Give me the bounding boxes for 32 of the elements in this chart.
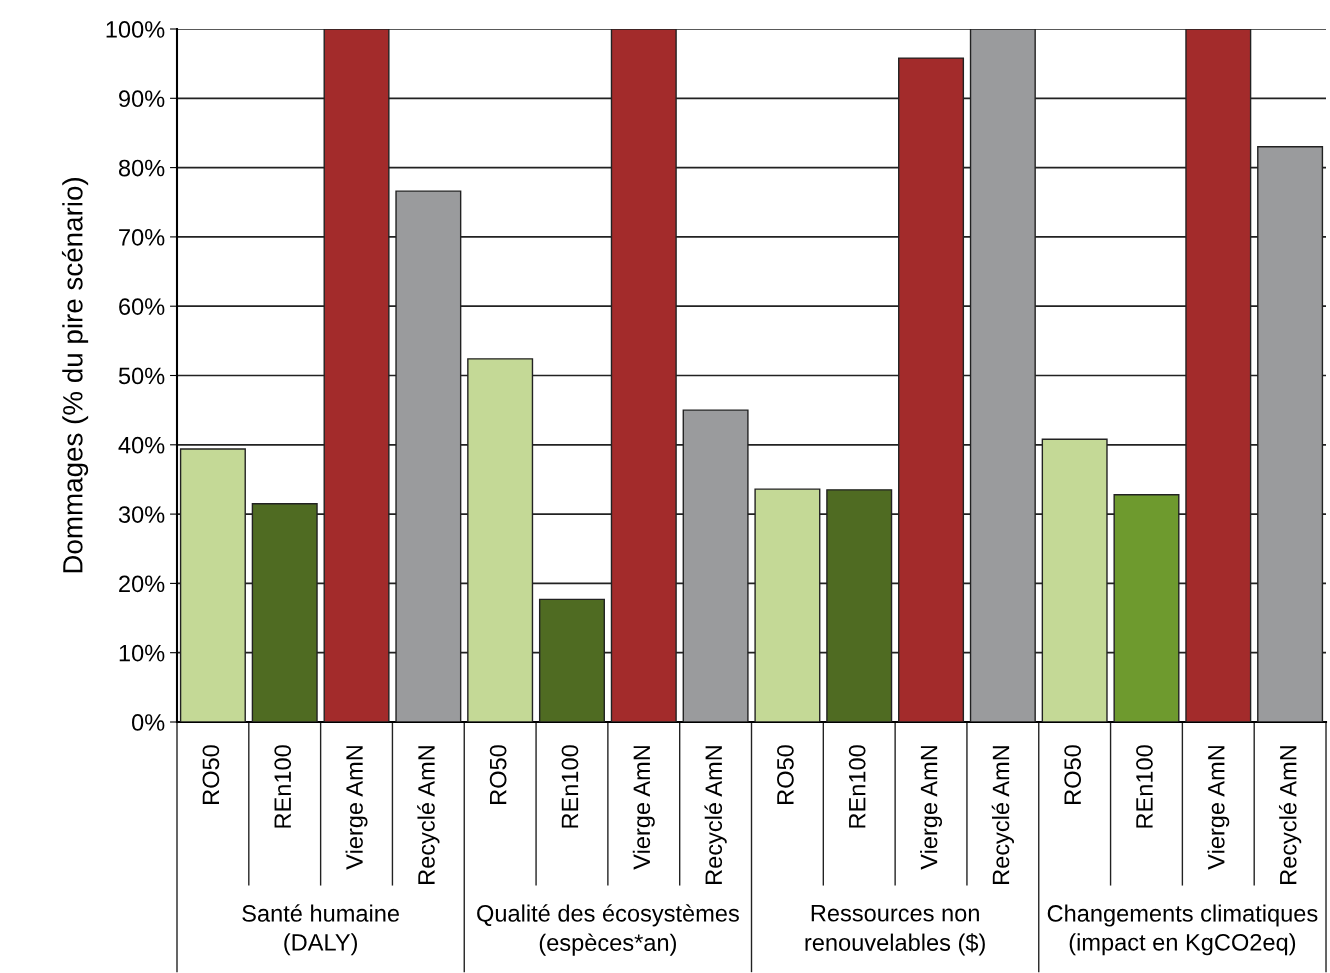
y-tick-label: 70% <box>119 228 165 246</box>
x-tick-label: REn100 <box>1136 745 1153 828</box>
y-tick-label: 20% <box>119 575 165 593</box>
y-tick-label: 80% <box>118 159 165 177</box>
x-tick-label: RO50 <box>1064 745 1081 804</box>
x-tick-label: RO50 <box>202 745 220 804</box>
x-tick-label: RO50 <box>489 745 507 804</box>
x-tick-label: Vierge AmN <box>632 746 655 870</box>
y-tick-label: 30% <box>118 506 165 523</box>
text: Qualité des écosystèmes (espèces*an) <box>477 904 739 956</box>
y-axis-title: Dommages (% du pire scénario) <box>61 178 89 573</box>
text: Santé humaine (DALY) <box>242 904 399 956</box>
x-tick-label: Vierge AmN <box>345 746 368 870</box>
x-tick-label: Vierge AmN <box>920 746 943 870</box>
y-tick-label: 60% <box>119 298 165 315</box>
x-tick-label: Recyclé AmN <box>991 746 1014 884</box>
x-tick-label: REn100 <box>561 745 579 828</box>
x-tick-label: REn100 <box>274 745 292 828</box>
x-tick-label: REn100 <box>848 745 866 828</box>
text: Ressources non renouvelables ($) <box>805 905 985 956</box>
y-tick-label: 50% <box>118 367 165 385</box>
y-tick-label: 10% <box>119 644 165 662</box>
y-tick-label: 90% <box>119 90 165 108</box>
x-tick-label: RO50 <box>777 745 794 804</box>
y-tick-label: 0% <box>131 714 165 731</box>
y-tick-label: 40% <box>118 436 165 454</box>
x-tick-label: Vierge AmN <box>1207 746 1230 870</box>
text: Changements climatiques (impact en KgCO2eq) <box>1047 904 1318 956</box>
x-tick-label: Recyclé AmN <box>417 746 440 884</box>
y-tick-label: 100% <box>106 21 165 38</box>
x-tick-label: Recyclé AmN <box>1278 746 1302 884</box>
x-tick-label: Recyclé AmN <box>704 746 727 884</box>
